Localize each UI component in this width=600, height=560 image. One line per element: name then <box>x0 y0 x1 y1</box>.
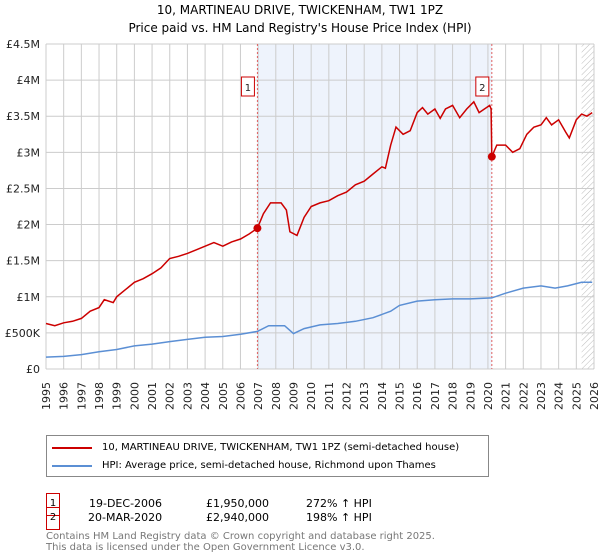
x-tick-label: 2000 <box>128 382 141 410</box>
y-tick-label: £2M <box>17 219 41 232</box>
sale-hpi: 272% ↑ HPI <box>306 497 372 510</box>
x-tick-label: 2011 <box>323 382 336 410</box>
x-tick-label: 1998 <box>93 382 106 410</box>
sale-label: 1 <box>245 83 251 94</box>
transaction-row: 2 20-MAR-2020 £2,940,000 198% ↑ HPI <box>46 507 546 531</box>
sale-price: £2,940,000 <box>206 511 269 524</box>
legend: 10, MARTINEAU DRIVE, TWICKENHAM, TW1 1PZ… <box>46 435 489 477</box>
x-tick-label: 2009 <box>287 382 300 410</box>
sale-label: 2 <box>479 83 485 94</box>
price-chart: 10, MARTINEAU DRIVE, TWICKENHAM, TW1 1PZ… <box>5 3 600 410</box>
x-tick-label: 2013 <box>358 382 371 410</box>
sale-badge: 1 <box>46 493 60 516</box>
sale-point <box>487 152 496 161</box>
sale-label-box <box>240 76 255 97</box>
x-tick-label: 2006 <box>234 382 247 410</box>
sale-date: 20-MAR-2020 <box>88 511 163 524</box>
y-tick-label: £500K <box>5 327 41 340</box>
x-tick-label: 2025 <box>570 382 583 410</box>
y-tick-label: £3.5M <box>6 110 40 123</box>
y-tick-label: £2.5M <box>6 182 40 195</box>
x-tick-label: 2004 <box>199 382 212 410</box>
x-tick-label: 2012 <box>341 382 354 410</box>
legend-label: HPI: Average price, semi-detached house,… <box>102 460 436 471</box>
x-tick-label: 1996 <box>58 382 71 410</box>
copyright-text: Contains HM Land Registry data © Crown c… <box>46 531 435 542</box>
legend-item-hpi: HPI: Average price, semi-detached house,… <box>52 460 436 471</box>
x-tick-label: 2002 <box>164 382 177 410</box>
x-tick-label: 2021 <box>500 382 513 410</box>
sale-date: 19-DEC-2006 <box>89 497 163 510</box>
sale-badge: 2 <box>46 507 60 530</box>
x-tick-label: 1997 <box>75 382 88 410</box>
x-tick-label: 2023 <box>535 382 548 410</box>
x-tick-label: 2020 <box>482 382 495 410</box>
x-tick-label: 2026 <box>588 382 600 410</box>
legend-swatch <box>52 446 92 449</box>
x-tick-label: 2024 <box>553 382 566 410</box>
x-tick-label: 1995 <box>40 382 53 410</box>
y-tick-label: £1.5M <box>6 255 40 268</box>
sale-price: £1,950,000 <box>206 497 269 510</box>
legend-label: 10, MARTINEAU DRIVE, TWICKENHAM, TW1 1PZ… <box>102 442 460 453</box>
x-tick-label: 2019 <box>464 382 477 410</box>
chart-subtitle: Price paid vs. HM Land Registry's House … <box>128 21 471 35</box>
y-tick-label: £1M <box>17 291 41 304</box>
y-tick-label: £4M <box>17 74 41 87</box>
y-tick-label: £0 <box>26 363 40 376</box>
x-tick-label: 2010 <box>305 382 318 410</box>
footer: Contains HM Land Registry data © Crown c… <box>46 531 435 553</box>
licence-text: This data is licensed under the Open Gov… <box>46 542 365 553</box>
x-tick-label: 2005 <box>217 382 230 410</box>
legend-item-property: 10, MARTINEAU DRIVE, TWICKENHAM, TW1 1PZ… <box>52 442 459 453</box>
chart-title: 10, MARTINEAU DRIVE, TWICKENHAM, TW1 1PZ <box>157 3 443 17</box>
x-tick-label: 1999 <box>111 382 124 410</box>
x-tick-label: 2022 <box>517 382 530 410</box>
sale-hpi: 198% ↑ HPI <box>306 511 372 524</box>
x-tick-label: 2007 <box>252 382 265 410</box>
x-tick-label: 2016 <box>411 382 424 410</box>
sale-point <box>253 224 262 233</box>
legend-swatch <box>52 464 92 467</box>
y-tick-label: £4.5M <box>6 38 40 51</box>
x-tick-label: 2014 <box>376 382 389 410</box>
x-tick-label: 2015 <box>394 382 407 410</box>
sale-label-box <box>475 76 490 97</box>
x-tick-label: 2003 <box>181 382 194 410</box>
x-tick-label: 2008 <box>270 382 283 410</box>
hpi-line <box>45 281 593 358</box>
x-tick-label: 2017 <box>429 382 442 410</box>
sale-period-shading <box>257 44 492 369</box>
transaction-row: 1 19-DEC-2006 £1,950,000 272% ↑ HPI <box>46 493 546 517</box>
property-price-line <box>45 100 593 327</box>
forecast-hatch <box>581 44 594 369</box>
x-tick-label: 2018 <box>447 382 460 410</box>
x-tick-label: 2001 <box>146 382 159 410</box>
y-tick-label: £3M <box>17 146 41 159</box>
